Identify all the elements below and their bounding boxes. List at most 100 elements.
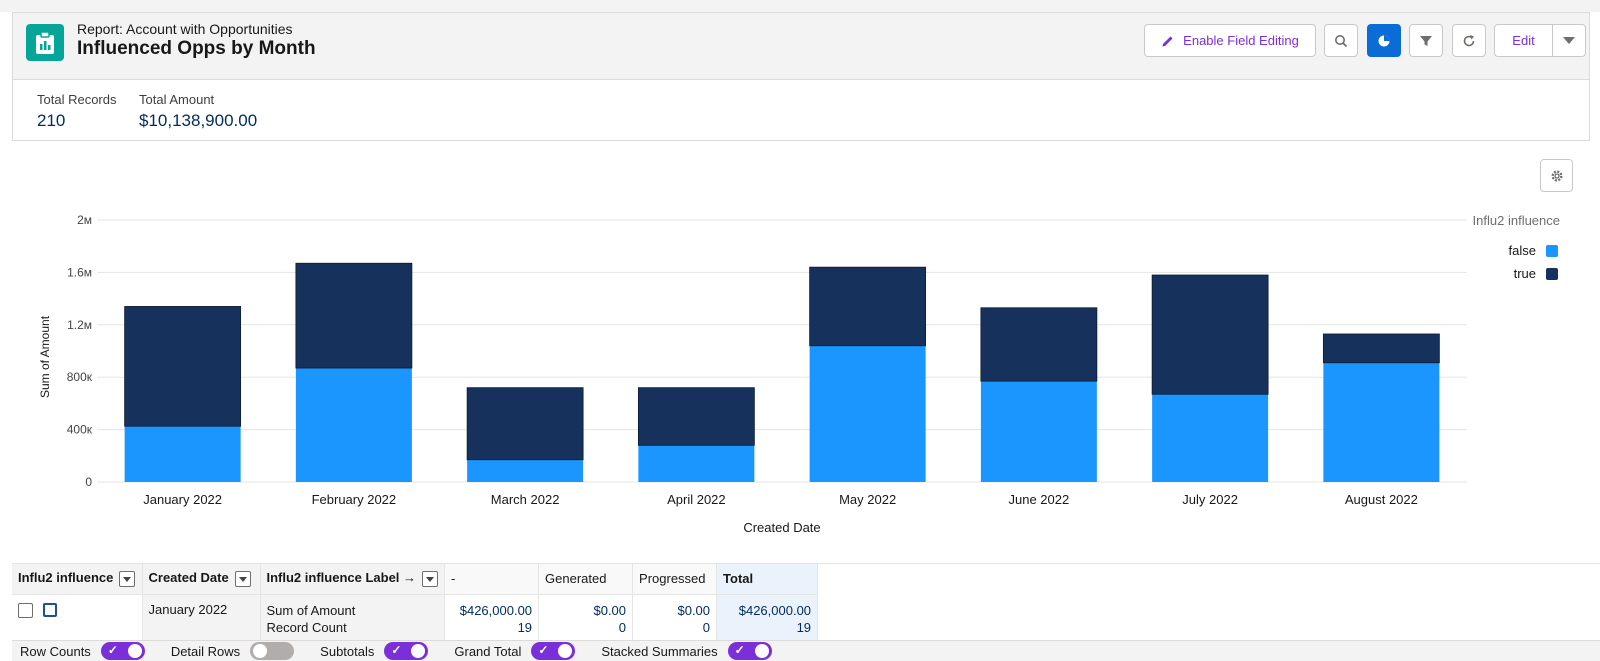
column-header-created-date[interactable]: Created Date	[142, 564, 261, 595]
y-tick-label: 1.2м	[67, 318, 92, 332]
report-icon	[26, 24, 64, 61]
toggle-knob	[754, 644, 769, 658]
legend-title: Influ2 influence	[1473, 213, 1560, 228]
bar-segment	[1151, 274, 1269, 395]
group-checkbox[interactable]	[43, 603, 57, 618]
chart-settings-button[interactable]	[1540, 159, 1573, 192]
bar-segment	[124, 426, 241, 482]
legend-label: true	[1514, 266, 1536, 281]
more-actions-button[interactable]	[1552, 24, 1586, 57]
x-tick-label: August 2022	[1345, 492, 1418, 507]
column-menu-icon[interactable]	[234, 571, 251, 588]
total-records-value: 210	[37, 111, 66, 130]
column-header-total[interactable]: Total	[716, 564, 819, 595]
total-amount-cell: $426,000.00	[738, 602, 812, 618]
x-tick-label: March 2022	[491, 492, 560, 507]
page-title: Influenced Opps by Month	[77, 38, 316, 59]
bar-segment	[1322, 333, 1440, 364]
check-icon: ✓	[107, 643, 118, 657]
column-header-influ2-influence-label[interactable]: Influ2 influence Label →	[260, 564, 446, 595]
grand-total-label: Grand Total	[454, 643, 522, 659]
y-tick-label: 400к	[67, 423, 93, 437]
legend-swatch	[1546, 268, 1558, 280]
report-summary: Total Records 210 Total Amount $10,138,9…	[12, 80, 1590, 141]
grand-total-toggle-group: Grand Total ✓	[454, 642, 576, 660]
generated-amount: $0.00	[593, 602, 627, 618]
total-value-cell: $426,000.00 19	[716, 594, 819, 640]
top-strip	[0, 0, 1600, 12]
check-icon: ✓	[734, 643, 745, 657]
summary-table: Influ2 influence Created Date Influ2 inf…	[12, 563, 1600, 640]
subtotals-toggle[interactable]: ✓	[384, 642, 429, 660]
column-header-influ2-influence[interactable]: Influ2 influence	[12, 564, 143, 595]
total-records: Total Records 210	[37, 92, 116, 131]
bar-segment	[467, 459, 584, 482]
stacked-summaries-label: Stacked Summaries	[601, 643, 718, 659]
dash-count: 19	[517, 619, 533, 635]
toggle-chart-button[interactable]	[1367, 24, 1401, 57]
created-date-cell: January 2022	[142, 594, 261, 640]
total-records-label: Total Records	[37, 92, 117, 107]
generated-value-cell: $0.00 0	[538, 594, 634, 640]
dash-amount: $426,000.00	[459, 602, 533, 618]
report-type-subtitle: Report: Account with Opportunities	[77, 21, 293, 37]
bar-segment	[124, 306, 242, 427]
progressed-amount: $0.00	[677, 602, 711, 618]
detail-rows-toggle[interactable]	[250, 642, 295, 660]
generated-count: 0	[618, 619, 627, 635]
bar-segment	[637, 387, 755, 446]
bar-segment	[1323, 362, 1440, 482]
x-tick-label: June 2022	[1009, 492, 1070, 507]
y-tick-label: 800к	[67, 370, 93, 384]
progressed-count: 0	[702, 619, 711, 635]
chevron-down-icon	[1563, 36, 1575, 44]
row-counts-toggle[interactable]: ✓	[100, 642, 145, 660]
search-button[interactable]	[1324, 24, 1358, 57]
column-header-dash[interactable]: -	[444, 564, 540, 595]
row-select-cell	[12, 594, 143, 640]
column-header-label: Influ2 influence	[18, 570, 114, 586]
refresh-button[interactable]	[1452, 24, 1486, 57]
total-count-cell: 19	[796, 619, 812, 635]
search-icon	[1335, 34, 1348, 47]
column-header-label: Created Date	[148, 570, 229, 586]
x-tick-label: May 2022	[839, 492, 896, 507]
progressed-value-cell: $0.00 0	[632, 594, 718, 640]
stacked-summaries-toggle[interactable]: ✓	[727, 642, 772, 660]
dash-value-cell: $426,000.00 19	[444, 594, 540, 640]
row-counts-label: Row Counts	[20, 643, 91, 659]
x-tick-label: July 2022	[1182, 492, 1238, 507]
y-tick-label: 0	[85, 475, 92, 489]
enable-field-editing-button[interactable]: Enable Field Editing	[1144, 24, 1316, 57]
column-header-generated[interactable]: Generated	[538, 564, 634, 595]
report-header: Report: Account with Opportunities Influ…	[12, 12, 1590, 80]
row-checkbox[interactable]	[18, 602, 33, 618]
report-footer: Row Counts ✓ Detail Rows Subtotals ✓ Gra…	[12, 640, 1600, 661]
y-tick-label: 1.6м	[67, 265, 92, 279]
grand-total-toggle[interactable]: ✓	[531, 642, 576, 660]
y-axis-title: Sum of Amount	[38, 315, 52, 398]
gear-icon	[1550, 169, 1563, 182]
bar-segment	[295, 262, 413, 369]
x-tick-label: February 2022	[312, 492, 397, 507]
bar-segment	[1152, 394, 1269, 482]
x-tick-label: January 2022	[143, 492, 222, 507]
filter-icon	[1420, 35, 1432, 46]
column-header-progressed[interactable]: Progressed	[632, 564, 718, 595]
filter-button[interactable]	[1409, 24, 1443, 57]
table-row: January 2022 Sum of Amount Record Count …	[12, 594, 819, 640]
column-menu-icon[interactable]	[119, 571, 136, 588]
x-tick-label: April 2022	[667, 492, 726, 507]
toggle-knob	[253, 644, 268, 658]
toggle-knob	[127, 644, 142, 658]
subtotals-toggle-group: Subtotals ✓	[320, 642, 429, 660]
metric-sum-label: Sum of Amount	[266, 602, 356, 618]
bar-segment	[466, 387, 584, 461]
metric-labels-cell: Sum of Amount Record Count	[260, 594, 446, 640]
total-amount-label: Total Amount	[139, 92, 215, 107]
bar-segment	[638, 445, 755, 482]
column-menu-icon[interactable]	[422, 571, 439, 588]
refresh-icon	[1463, 34, 1475, 46]
detail-rows-toggle-group: Detail Rows	[171, 642, 295, 660]
edit-button[interactable]: Edit	[1494, 24, 1553, 57]
